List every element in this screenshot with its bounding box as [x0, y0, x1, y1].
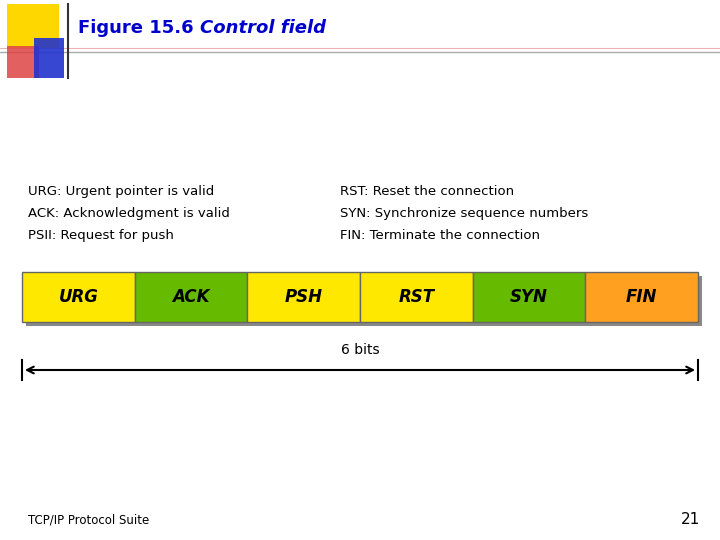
Bar	[585, 272, 698, 322]
Bar	[248, 272, 360, 322]
Bar	[7, 4, 59, 48]
Text: URG: URG	[58, 288, 98, 306]
Text: 21: 21	[680, 512, 700, 528]
Text: RST: RST	[398, 288, 434, 306]
Text: PSH: PSH	[284, 288, 323, 306]
Text: Figure 15.6: Figure 15.6	[78, 19, 194, 37]
Text: 6 bits: 6 bits	[341, 343, 379, 357]
Text: ACK: ACK	[172, 288, 210, 306]
Text: SYN: SYN	[510, 288, 548, 306]
Bar	[364, 276, 477, 326]
Text: FIN: Terminate the connection: FIN: Terminate the connection	[340, 229, 540, 242]
Text: PSII: Request for push: PSII: Request for push	[28, 229, 174, 242]
Bar	[360, 272, 472, 322]
Bar	[22, 272, 135, 322]
Bar	[26, 276, 139, 326]
Text: TCP/IP Protocol Suite: TCP/IP Protocol Suite	[28, 514, 149, 526]
Text: ACK: Acknowledgment is valid: ACK: Acknowledgment is valid	[28, 207, 230, 220]
Text: URG: Urgent pointer is valid: URG: Urgent pointer is valid	[28, 185, 215, 198]
Bar	[590, 276, 702, 326]
Text: FIN: FIN	[626, 288, 657, 306]
Bar	[251, 276, 364, 326]
Bar	[477, 276, 590, 326]
Bar	[135, 272, 248, 322]
Text: RST: Reset the connection: RST: Reset the connection	[340, 185, 514, 198]
Bar	[7, 46, 39, 78]
Bar	[139, 276, 251, 326]
Text: SYN: Synchronize sequence numbers: SYN: Synchronize sequence numbers	[340, 207, 588, 220]
Text: Control field: Control field	[200, 19, 326, 37]
Bar	[472, 272, 585, 322]
Bar	[34, 38, 64, 78]
